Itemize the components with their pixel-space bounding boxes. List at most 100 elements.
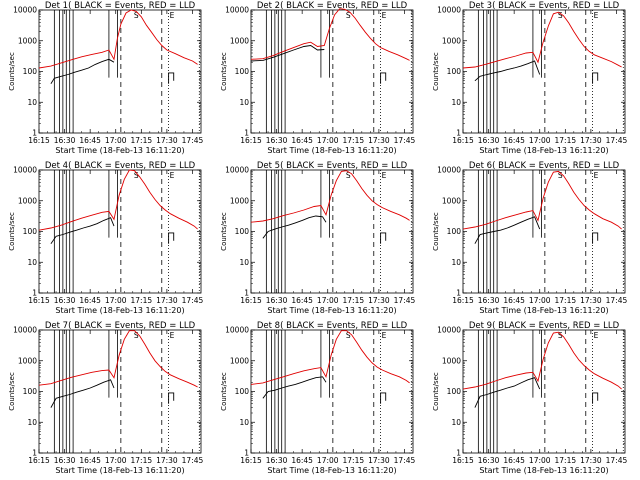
x-tick-label: 17:15 [131,136,153,145]
series-line-events [474,216,541,244]
x-tick-label: 16:30 [266,296,288,305]
y-tick-label: 1000 [230,196,249,205]
x-tick-label: 17:30 [580,296,602,305]
x-tick-label: 16:30 [54,296,76,305]
detector-panel: Det 1( BLACK = Events, RED = LLD 1 10 100 10… [8,1,204,155]
x-tick-label: 16:30 [54,136,76,145]
y-tick-label: 1000 [230,356,249,365]
y-tick-label: 10000 [13,326,37,335]
annotation-start: S [558,171,563,180]
y-tick-label: 1000 [18,356,37,365]
x-tick-label: 17:15 [555,296,577,305]
series-line-events [262,376,327,399]
x-tick-label: 16:45 [503,136,525,145]
y-tick-label: 1 [244,129,249,138]
x-tick-label: 16:45 [79,456,101,465]
y-tick-label: 10000 [437,326,461,335]
x-tick-label: 17:00 [529,136,551,145]
annotation-start: S [134,171,139,180]
x-tick-label: 17:45 [394,456,416,465]
x-tick-label: 17:30 [580,456,602,465]
series-line-events-late [168,232,175,244]
x-tick-label: 16:30 [266,456,288,465]
x-tick-label: 17:45 [606,456,628,465]
panel-title: Det 5( BLACK = Events, RED = LLD [257,161,408,171]
annotation-end: E [170,331,175,340]
series-line-events [50,217,115,244]
annotation-start: S [346,11,351,20]
y-tick-label: 10 [451,258,461,267]
x-tick-label: 17:00 [317,136,339,145]
x-tick-label: 16:45 [291,296,313,305]
detector-panel: Det 5( BLACK = Events, RED = LLD 1 10 100 10… [220,161,416,315]
x-axis-label: Start Time (18-Feb-13 16:11:20) [267,466,396,475]
x-axis-label: Start Time (18-Feb-13 16:11:20) [267,146,396,155]
x-tick-label: 17:30 [156,136,178,145]
plot-frame [250,9,414,134]
plot-frame [250,329,414,454]
y-tick-label: 10 [27,258,37,267]
y-tick-label: 1000 [18,36,37,45]
series-line-events [50,58,115,84]
y-axis-label: Counts/sec [432,372,440,411]
y-axis-label: Counts/sec [220,52,228,91]
y-tick-label: 10 [239,258,249,267]
x-tick-label: 16:30 [478,136,500,145]
panel-title: Det 9( BLACK = Events, RED = LLD [469,321,620,331]
y-tick-label: 1000 [442,36,461,45]
y-tick-label: 1000 [18,196,37,205]
series-line-events [50,379,115,408]
x-tick-label: 17:30 [368,296,390,305]
x-tick-label: 17:00 [105,456,127,465]
x-tick-label: 17:45 [182,136,204,145]
series-line-events-late [592,232,599,244]
x-tick-label: 16:45 [291,136,313,145]
series-line-events-late [380,232,387,244]
x-axis-label: Start Time (18-Feb-13 16:11:20) [55,466,184,475]
annotation-end: E [382,11,387,20]
y-tick-label: 10 [451,98,461,107]
y-tick-label: 10 [27,418,37,427]
annotation-start: S [134,11,139,20]
panel-title: Det 4( BLACK = Events, RED = LLD [45,161,196,171]
annotation-end: E [594,331,599,340]
x-tick-label: 17:45 [394,136,416,145]
x-axis-label: Start Time (18-Feb-13 16:11:20) [479,146,608,155]
y-tick-label: 10000 [225,326,249,335]
plot-frame [38,169,202,294]
y-tick-label: 1 [244,289,249,298]
x-tick-label: 17:15 [131,296,153,305]
detector-panel: Det 2( BLACK = Events, RED = LLD 1 10 100 10… [220,1,416,155]
detector-panel: Det 3( BLACK = Events, RED = LLD 1 10 100 10… [432,1,628,155]
series-line-events-late [380,72,387,84]
annotation-start: S [558,11,563,20]
x-tick-label: 16:45 [79,296,101,305]
series-line-events [474,60,541,82]
annotation-start: S [558,331,563,340]
y-tick-label: 1000 [230,36,249,45]
x-tick-label: 16:15 [28,456,50,465]
y-axis-label: Counts/sec [8,212,16,251]
x-tick-label: 17:00 [105,136,127,145]
x-axis-label: Start Time (18-Feb-13 16:11:20) [479,306,608,315]
y-tick-label: 100 [235,387,250,396]
plot-frame [462,9,626,134]
plot-frame [38,329,202,454]
detector-panel: Det 4( BLACK = Events, RED = LLD 1 10 100 10… [8,161,204,315]
y-tick-label: 100 [235,227,250,236]
y-tick-label: 10000 [13,6,37,15]
x-tick-label: 17:15 [343,456,365,465]
y-tick-label: 1 [456,449,461,458]
series-line-lld [462,331,622,390]
series-line-lld [462,170,622,230]
y-tick-label: 100 [447,387,462,396]
plot-frame [250,169,414,294]
annotation-start: S [346,171,351,180]
x-tick-label: 17:30 [580,136,602,145]
series-line-events-late [592,392,599,404]
series-line-lld [462,11,622,69]
y-tick-label: 1 [456,289,461,298]
x-tick-label: 16:30 [478,456,500,465]
y-axis-label: Counts/sec [8,52,16,91]
